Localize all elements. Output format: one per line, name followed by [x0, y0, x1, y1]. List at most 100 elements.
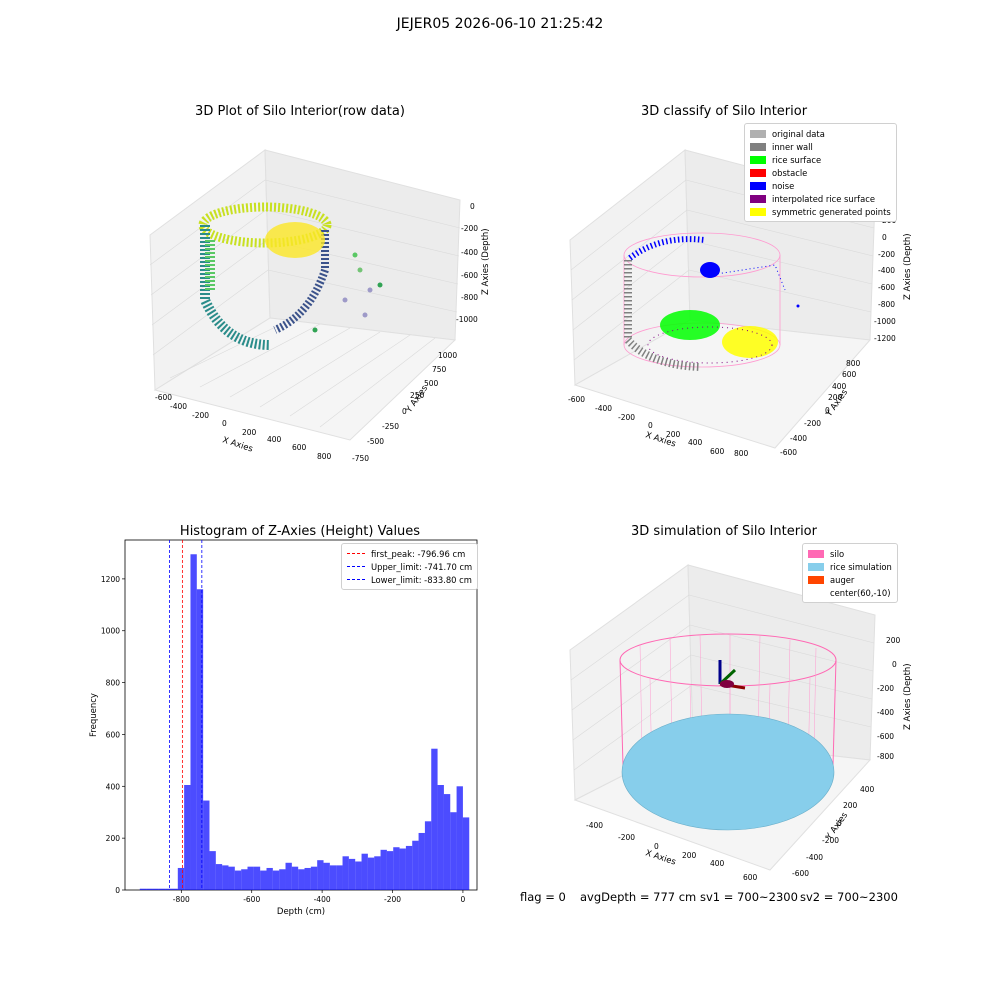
histogram-xtick: -200 — [384, 895, 401, 904]
histogram-bar — [329, 865, 337, 890]
plot1-axes: -600 -400 -200 0 200 400 600 800 -750 -5… — [149, 149, 490, 463]
plot4-legend: silo rice simulation auger center(60,-10… — [802, 543, 898, 603]
histogram-yticks: 0 200 400 600 800 1000 1200 — [101, 575, 125, 895]
histogram-legend: first_peak: -796.96 cm Upper_limit: -741… — [341, 543, 479, 590]
plot1-points — [198, 202, 383, 350]
histogram-bar — [437, 785, 444, 890]
legend-label: Upper_limit: -741.70 cm — [371, 561, 473, 572]
legend-label: silo — [830, 548, 845, 559]
histogram-ytick: 800 — [106, 679, 121, 688]
plot2-points — [623, 232, 800, 371]
histogram-bar — [291, 866, 299, 890]
plot1-xtick: -200 — [192, 411, 209, 420]
histogram-bar — [285, 862, 292, 890]
legend-swatch — [750, 168, 766, 177]
plot2-ztick: -800 — [878, 300, 895, 309]
histogram-xlabel: Depth (cm) — [277, 907, 325, 917]
legend-swatch — [808, 589, 824, 597]
plot1-ztick: 0 — [470, 202, 475, 211]
histogram-bar — [462, 817, 470, 890]
legend-label: first_peak: -796.96 cm — [371, 548, 466, 559]
histogram-xtick: 0 — [461, 895, 466, 904]
plot2-ytick: 800 — [846, 359, 861, 368]
histogram-bar — [184, 785, 191, 890]
plot1-ytick: 0 — [402, 407, 407, 416]
legend-label: noise — [772, 180, 795, 191]
histogram-ylabel: Frequency — [89, 693, 99, 737]
legend-item: Lower_limit: -833.80 cm — [347, 573, 472, 586]
histogram-bar — [298, 869, 305, 890]
legend-label: center(60,-10) — [830, 587, 891, 598]
legend-item: original data — [750, 127, 891, 140]
histogram-bar — [234, 870, 242, 890]
plot4-xtick: 0 — [654, 842, 659, 851]
histogram-bar — [228, 866, 235, 890]
histogram-bar — [367, 857, 375, 890]
legend-swatch — [750, 181, 766, 190]
histogram-bars — [139, 554, 470, 890]
status-avg-depth: avgDepth = 777 cm — [580, 890, 697, 904]
histogram-bar — [443, 794, 451, 890]
legend-swatch — [347, 579, 365, 580]
plot2-ytick: -400 — [790, 434, 807, 443]
plot4-title: 3D simulation of Silo Interior — [631, 524, 817, 539]
histogram-bar — [247, 866, 254, 890]
histogram-bar — [323, 862, 330, 890]
legend-label: rice simulation — [830, 561, 892, 572]
legend-item: noise — [750, 179, 891, 192]
plot4-rice-surface — [621, 713, 835, 831]
plot1-panes — [149, 149, 461, 441]
plot1-ylabel: Y Axies — [404, 383, 431, 415]
plot2-ztick: -200 — [878, 250, 895, 259]
plot1-xtick: 400 — [267, 435, 282, 444]
plot1-ytick: -250 — [382, 422, 399, 431]
histogram-bar — [456, 786, 463, 890]
plot4-ytick: -400 — [806, 853, 823, 862]
histogram-bar — [361, 853, 368, 890]
histogram-bar — [386, 851, 394, 890]
legend-swatch — [750, 155, 766, 164]
plot2-ytick: 200 — [828, 393, 843, 402]
plot2-ztick: -400 — [878, 266, 895, 275]
histogram-bar — [241, 869, 248, 890]
legend-item: center(60,-10) — [808, 586, 892, 599]
histogram-bar — [355, 861, 362, 890]
legend-swatch — [750, 142, 766, 151]
plot2-ytick: -200 — [804, 419, 821, 428]
legend-swatch — [808, 562, 824, 571]
plot2-xtick: -600 — [568, 395, 585, 404]
legend-label: obstacle — [772, 167, 808, 178]
histogram-vlines — [169, 540, 203, 890]
legend-item: rice surface — [750, 153, 891, 166]
plot1-ztick: -400 — [461, 248, 478, 257]
plot4-xtick: 400 — [710, 859, 725, 868]
plot1-ztick: -800 — [461, 293, 478, 302]
status-sv1: sv1 = 700~2300 — [700, 890, 798, 904]
legend-item: auger — [808, 573, 892, 586]
histogram-xtick: -600 — [243, 895, 260, 904]
histogram-bar — [165, 888, 172, 890]
histogram-bar — [418, 832, 425, 890]
plot1-ztick: -200 — [461, 224, 478, 233]
plot1-xtick: 200 — [242, 428, 257, 437]
histogram-ytick: 600 — [106, 730, 121, 739]
histogram-bar — [158, 888, 166, 890]
plot4-ytick: 400 — [860, 785, 875, 794]
plot4-ztick: -400 — [877, 708, 894, 717]
histogram-bar — [412, 840, 419, 890]
plot4-ytick: 0 — [837, 819, 842, 828]
histogram-bar — [431, 748, 438, 890]
plot4-ztick: -600 — [877, 732, 894, 741]
histogram-ytick: 1200 — [101, 575, 120, 584]
histogram-bar — [342, 856, 349, 890]
histogram-bar — [177, 867, 185, 890]
legend-label: symmetric generated points — [772, 206, 891, 217]
histogram-bar — [399, 848, 406, 890]
plot1-ztick: -1000 — [456, 315, 478, 324]
plot4-ztick: -200 — [877, 684, 894, 693]
legend-label: original data — [772, 128, 825, 139]
histogram-xtick: -800 — [173, 895, 190, 904]
legend-swatch — [347, 566, 365, 567]
plot4-ytick: -600 — [792, 869, 809, 878]
histogram-bar — [152, 888, 159, 890]
